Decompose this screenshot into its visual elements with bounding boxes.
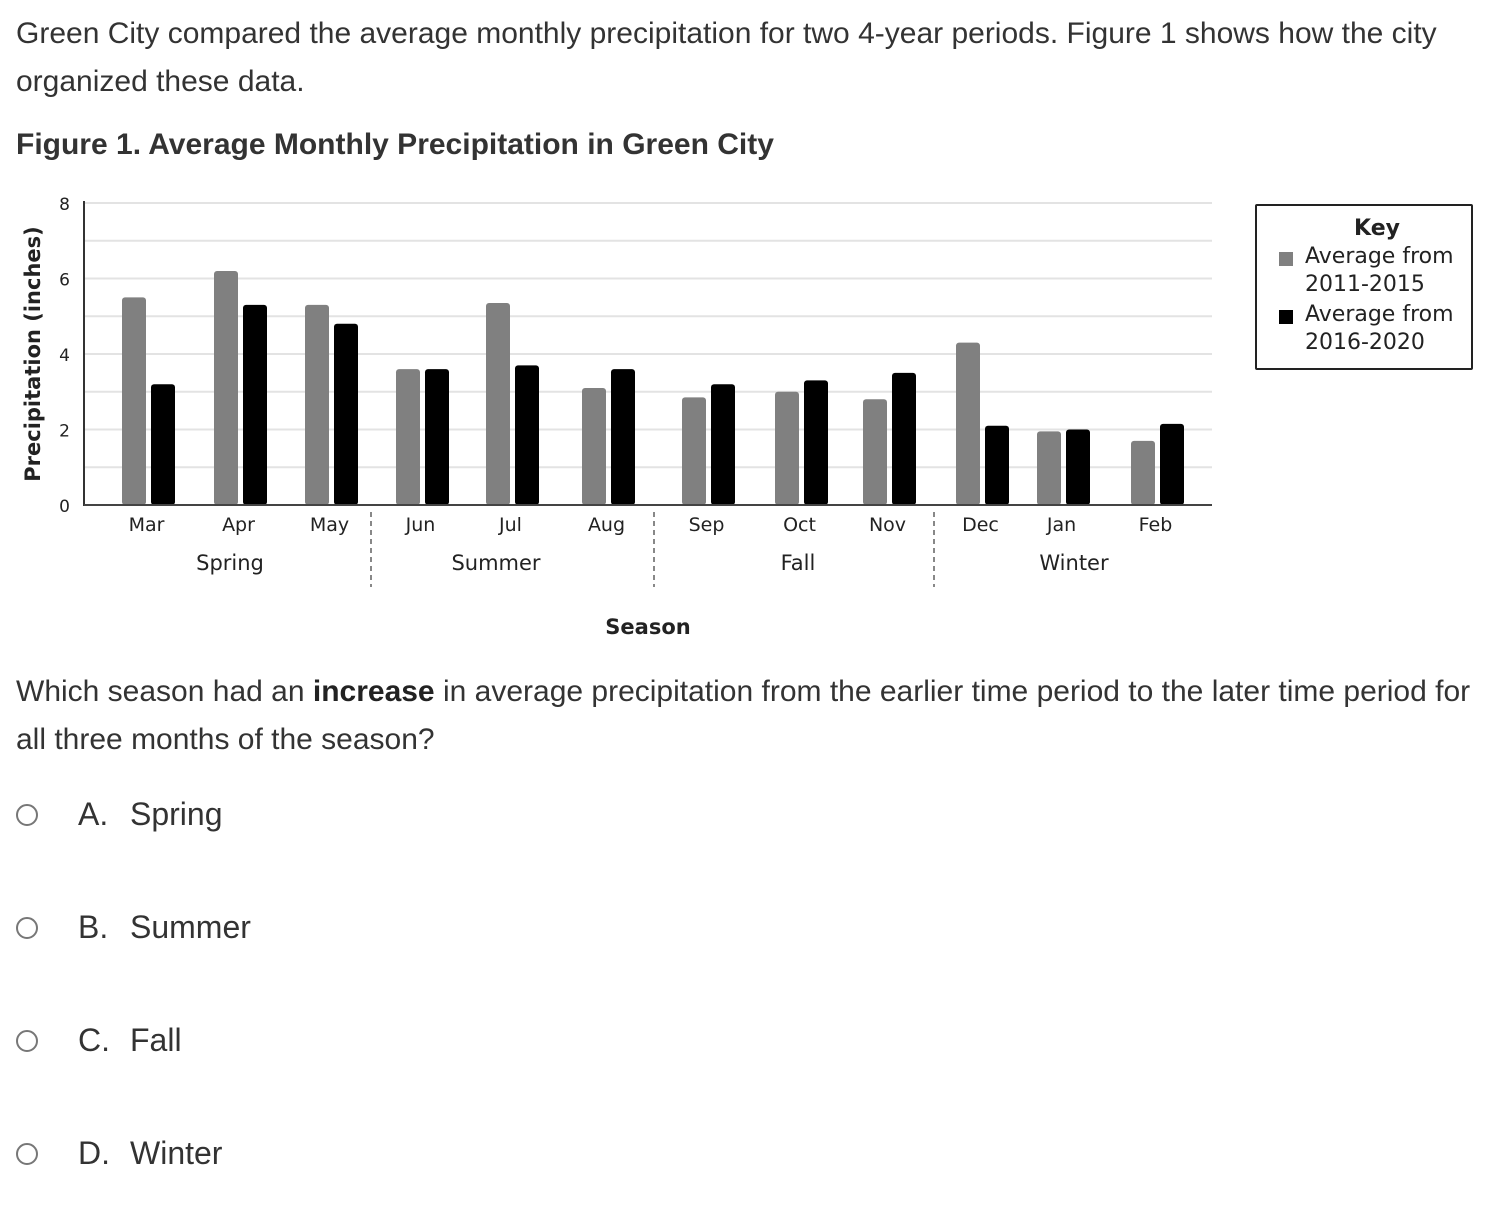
- x-tick-label: Jun: [405, 514, 436, 536]
- x-tick-label: Jan: [1046, 514, 1076, 536]
- y-tick-label: 4: [59, 346, 70, 366]
- bar-feb-2016-2020: [1160, 423, 1184, 505]
- x-tick-label: Aug: [588, 514, 625, 536]
- x-tick-label: May: [310, 514, 349, 536]
- legend-label: Average from: [1305, 244, 1454, 269]
- bars: [122, 270, 1184, 505]
- x-tick-label: Mar: [129, 514, 165, 536]
- x-tick-label: Sep: [689, 514, 725, 536]
- gridlines: [84, 202, 1212, 469]
- bar-nov-2016-2020: [892, 372, 916, 505]
- legend-label-years: 2011-2015: [1305, 272, 1425, 297]
- figure-title: Figure 1. Average Monthly Precipitation …: [16, 128, 774, 161]
- y-axis-title: Precipitation (inches): [21, 226, 45, 482]
- bar-may-2016-2020: [334, 323, 358, 505]
- question-prefix: Which season had an: [16, 675, 313, 708]
- choice-letter: D.: [78, 1135, 110, 1171]
- y-tick-label: 0: [59, 497, 70, 517]
- bar-jan-2016-2020: [1066, 429, 1090, 505]
- bar-apr-2011-2015: [214, 270, 238, 505]
- intro-paragraph: Green City compared the average monthly …: [16, 17, 1437, 98]
- bar-aug-2016-2020: [611, 369, 635, 505]
- bar-aug-2011-2015: [582, 387, 606, 505]
- radio-button-c[interactable]: [16, 1029, 38, 1052]
- axis-labels: 0 2 4 6 8 Precipitation (inches) Mar Apr May Jun J…: [21, 195, 1172, 639]
- x-tick-label: Nov: [869, 514, 906, 536]
- y-tick-label: 8: [59, 195, 70, 215]
- choice-a[interactable]: A. Spring: [16, 796, 223, 833]
- legend-label-years: 2016-2020: [1305, 330, 1425, 355]
- bar-nov-2011-2015: [863, 399, 887, 505]
- bar-sep-2011-2015: [682, 397, 706, 505]
- question-emphasis: increase: [312, 675, 435, 708]
- legend-item-2011-2015: Average from 2011-2015: [1279, 243, 1471, 299]
- legend-swatch-gray: [1279, 252, 1293, 266]
- bar-jul-2016-2020: [515, 365, 539, 505]
- season-label-winter: Winter: [1039, 551, 1109, 575]
- y-tick-label: 6: [59, 271, 70, 291]
- choice-c[interactable]: C. Fall: [16, 1022, 182, 1059]
- legend-item-2016-2020: Average from 2016-2020: [1279, 301, 1471, 357]
- radio-button-d[interactable]: [16, 1142, 38, 1165]
- season-label-fall: Fall: [781, 551, 816, 575]
- bar-may-2011-2015: [305, 304, 329, 505]
- bar-oct-2011-2015: [775, 391, 799, 505]
- bar-apr-2016-2020: [243, 304, 267, 505]
- bar-jan-2011-2015: [1037, 431, 1061, 505]
- bar-mar-2011-2015: [122, 297, 146, 505]
- choice-text: Fall: [130, 1022, 182, 1058]
- choice-b[interactable]: B. Summer: [16, 909, 251, 946]
- bar-jun-2016-2020: [425, 369, 449, 505]
- season-label-summer: Summer: [451, 551, 540, 575]
- x-tick-label: Dec: [962, 514, 999, 536]
- legend-label: Average from: [1305, 302, 1454, 327]
- bar-oct-2016-2020: [804, 380, 828, 505]
- y-tick-label: 2: [59, 422, 70, 442]
- chart-legend: Key Average from 2011-2015 Average from 20…: [1255, 204, 1473, 370]
- radio-button-a[interactable]: [16, 803, 38, 826]
- bar-dec-2011-2015: [956, 342, 980, 505]
- choice-d[interactable]: D. Winter: [16, 1135, 222, 1172]
- bar-mar-2016-2020: [151, 384, 175, 505]
- bar-feb-2011-2015: [1131, 440, 1155, 505]
- choice-letter: C.: [78, 1022, 110, 1058]
- choice-text: Spring: [130, 796, 223, 832]
- choice-text: Summer: [130, 909, 251, 945]
- x-tick-label: Apr: [222, 514, 255, 536]
- question-text: Which season had an increase in average …: [16, 668, 1496, 764]
- precipitation-bar-chart: 0 2 4 6 8 Precipitation (inches) Mar Apr May Jun J…: [21, 195, 1212, 639]
- radio-button-b[interactable]: [16, 916, 38, 939]
- question-suffix: in average precipitation from the earlie…: [16, 675, 1471, 756]
- choice-letter: B.: [78, 909, 109, 945]
- bar-jun-2011-2015: [396, 369, 420, 505]
- season-label-spring: Spring: [196, 551, 264, 575]
- legend-swatch-black: [1279, 310, 1293, 324]
- bar-dec-2016-2020: [985, 425, 1009, 505]
- x-axis-title: Season: [605, 615, 690, 639]
- bar-sep-2016-2020: [711, 384, 735, 505]
- choice-text: Winter: [130, 1135, 223, 1171]
- bar-jul-2011-2015: [486, 303, 510, 505]
- axes: [83, 201, 1212, 587]
- x-tick-label: Feb: [1139, 514, 1173, 536]
- choice-letter: A.: [78, 796, 109, 832]
- x-tick-label: Oct: [783, 514, 816, 536]
- legend-title: Key: [1354, 216, 1400, 241]
- x-tick-label: Jul: [498, 514, 522, 536]
